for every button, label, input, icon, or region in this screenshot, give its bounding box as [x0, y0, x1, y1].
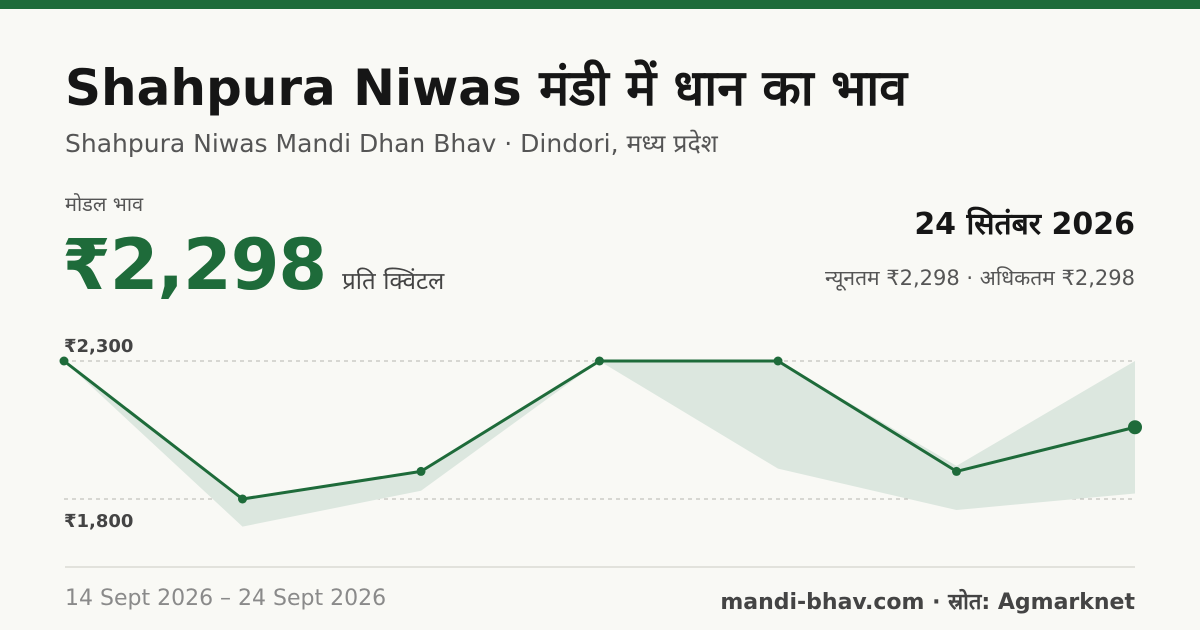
data-point	[416, 466, 426, 476]
price-chart: ₹2,300 ₹1,800	[59, 336, 1142, 532]
min-max-price: न्यूनतम ₹2,298 · अधिकतम ₹2,298	[825, 266, 1135, 290]
price-row: ₹2,298 प्रति क्विंटल	[62, 224, 444, 306]
data-point	[773, 356, 783, 366]
y-tick-label: ₹2,300	[64, 336, 133, 357]
price-range-band	[64, 361, 1135, 527]
modal-price-value: ₹2,298	[62, 224, 327, 306]
source-credit: mandi-bhav.com · स्रोत: Agmarknet	[720, 590, 1135, 615]
y-tick-label: ₹1,800	[64, 511, 133, 532]
data-point	[952, 466, 961, 476]
footer-divider	[65, 566, 1135, 568]
data-point	[59, 356, 69, 366]
price-unit: प्रति क्विंटल	[342, 267, 445, 295]
data-point	[238, 494, 247, 504]
report-date: 24 सितंबर 2026	[914, 207, 1135, 242]
data-point	[1128, 420, 1142, 435]
page-title: Shahpura Niwas मंडी में धान का भाव	[65, 59, 908, 117]
top-accent-bar	[0, 0, 1200, 9]
modal-price-label: मोडल भाव	[65, 192, 144, 216]
date-range: 14 Sept 2026 – 24 Sept 2026	[65, 586, 387, 611]
data-point	[595, 356, 604, 366]
page-subtitle: Shahpura Niwas Mandi Dhan Bhav · Dindori…	[65, 129, 718, 158]
